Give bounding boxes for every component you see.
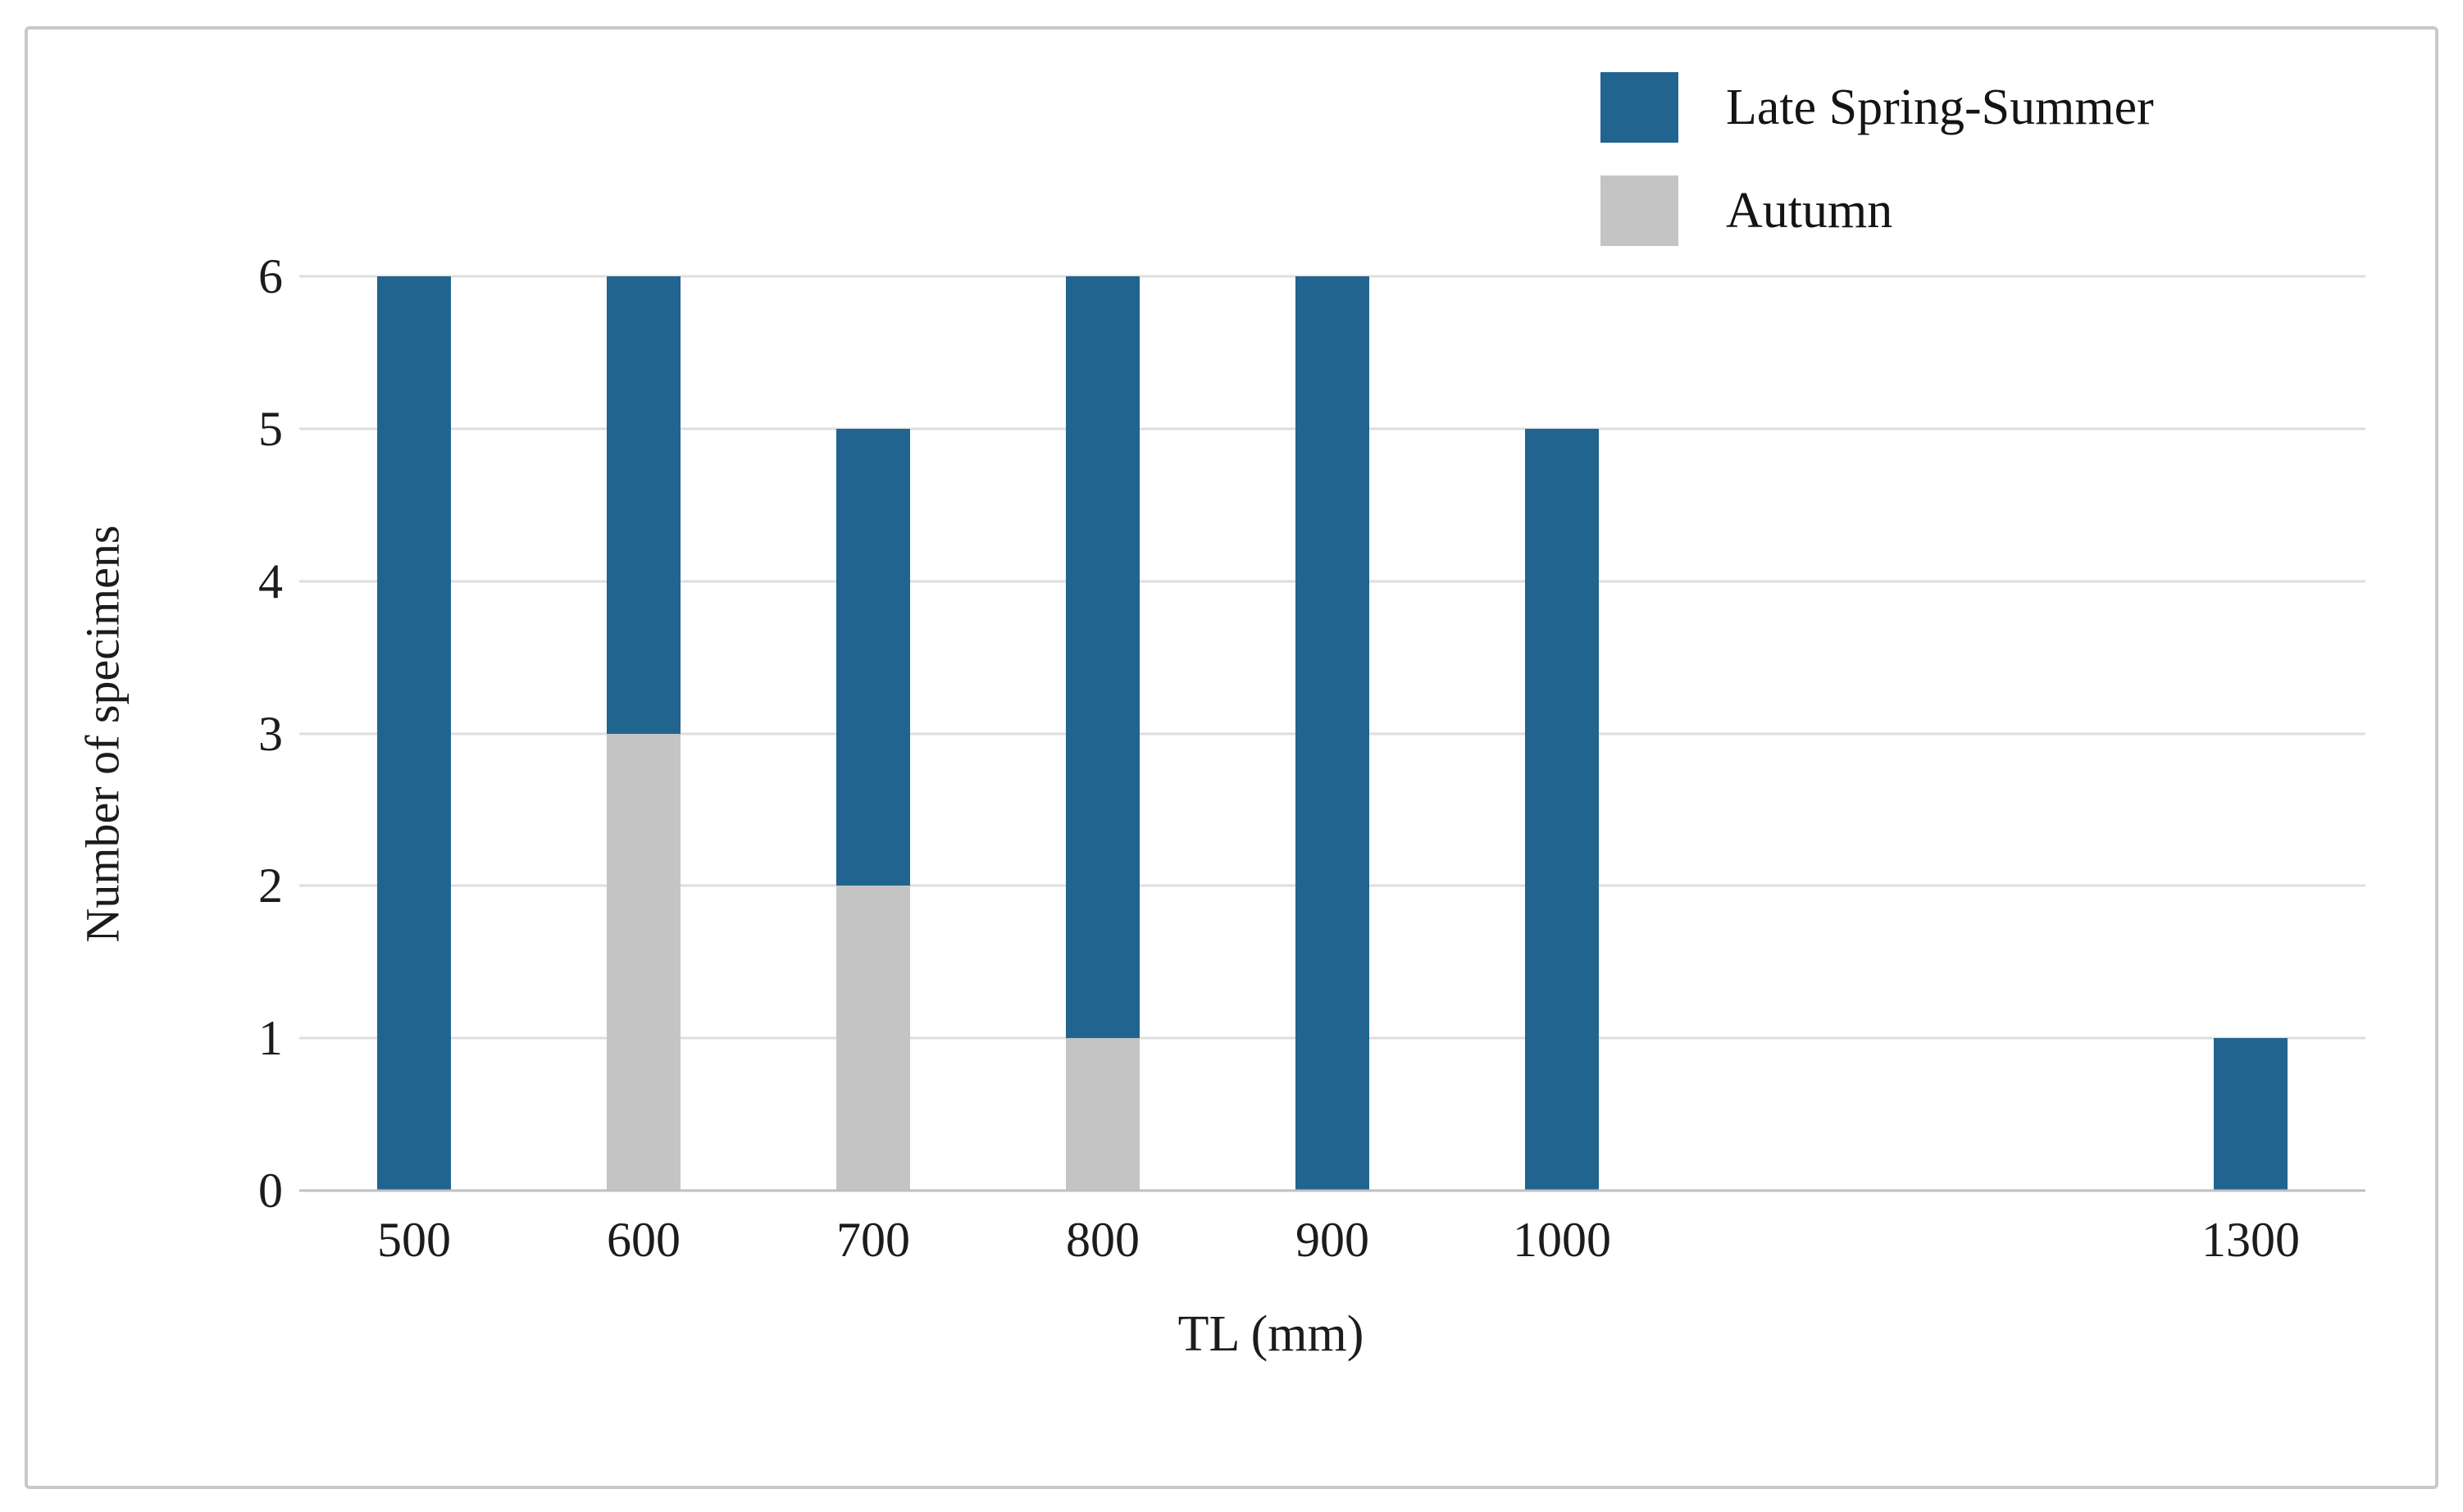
y-tick-label: 0: [258, 1164, 283, 1218]
bar-1000: [1525, 276, 1599, 1191]
bar-segment-late-spring-summer: [1066, 276, 1140, 1039]
legend-swatch-autumn: [1600, 175, 1678, 246]
y-tick-label: 5: [258, 401, 283, 456]
x-axis-baseline: [299, 1189, 2365, 1192]
bar-segment-autumn: [836, 886, 910, 1191]
x-tick-label: 1000: [1513, 1213, 1611, 1267]
plot-area: [299, 275, 2365, 1192]
x-tick-label: 600: [607, 1213, 681, 1267]
legend-label-autumn: Autumn: [1726, 183, 1893, 239]
legend-label-late-spring-summer: Late Spring-Summer: [1726, 80, 2154, 135]
bar-segment-late-spring-summer: [1295, 276, 1369, 1191]
y-tick-label: 6: [258, 249, 283, 303]
x-tick-label: 900: [1295, 1213, 1369, 1267]
x-tick-label: 800: [1066, 1213, 1140, 1267]
x-tick-label: 1300: [2201, 1213, 2300, 1267]
y-axis-title-text: Number of specimens: [75, 525, 130, 942]
x-axis-tick-labels: 500 600 700 800 900 1000 1300: [299, 1215, 2365, 1273]
bar-segment-late-spring-summer: [606, 276, 681, 734]
x-tick-label: 500: [376, 1213, 451, 1267]
bar-1300: [2214, 276, 2288, 1191]
bar-800: [1066, 276, 1140, 1191]
y-axis-tick-labels: 0 1 2 3 4 5 6: [148, 252, 283, 1215]
y-tick-label: 4: [258, 553, 283, 608]
bar-segment-late-spring-summer: [2214, 1038, 2288, 1191]
y-tick-label: 3: [258, 706, 283, 761]
y-tick-label: 2: [258, 858, 283, 913]
bar-segment-late-spring-summer: [836, 428, 910, 886]
bar-segment-autumn: [606, 733, 681, 1191]
bar-500: [376, 276, 451, 1191]
y-axis-title: Number of specimens: [49, 276, 156, 1191]
x-tick-label: 700: [836, 1213, 910, 1267]
legend-item-late-spring-summer: Late Spring-Summer: [1600, 72, 2154, 143]
bar-900: [1295, 276, 1369, 1191]
x-axis-title: TL (mm): [1177, 1306, 1364, 1362]
bar-segment-autumn: [1066, 1038, 1140, 1191]
legend: Late Spring-Summer Autumn: [1600, 72, 2154, 246]
bar-700: [836, 276, 910, 1191]
y-tick-label: 1: [258, 1011, 283, 1066]
legend-swatch-late-spring-summer: [1600, 72, 1678, 143]
bar-segment-late-spring-summer: [376, 276, 451, 1191]
legend-item-autumn: Autumn: [1600, 175, 2154, 246]
bar-600: [606, 276, 681, 1191]
bar-segment-late-spring-summer: [1525, 428, 1599, 1191]
